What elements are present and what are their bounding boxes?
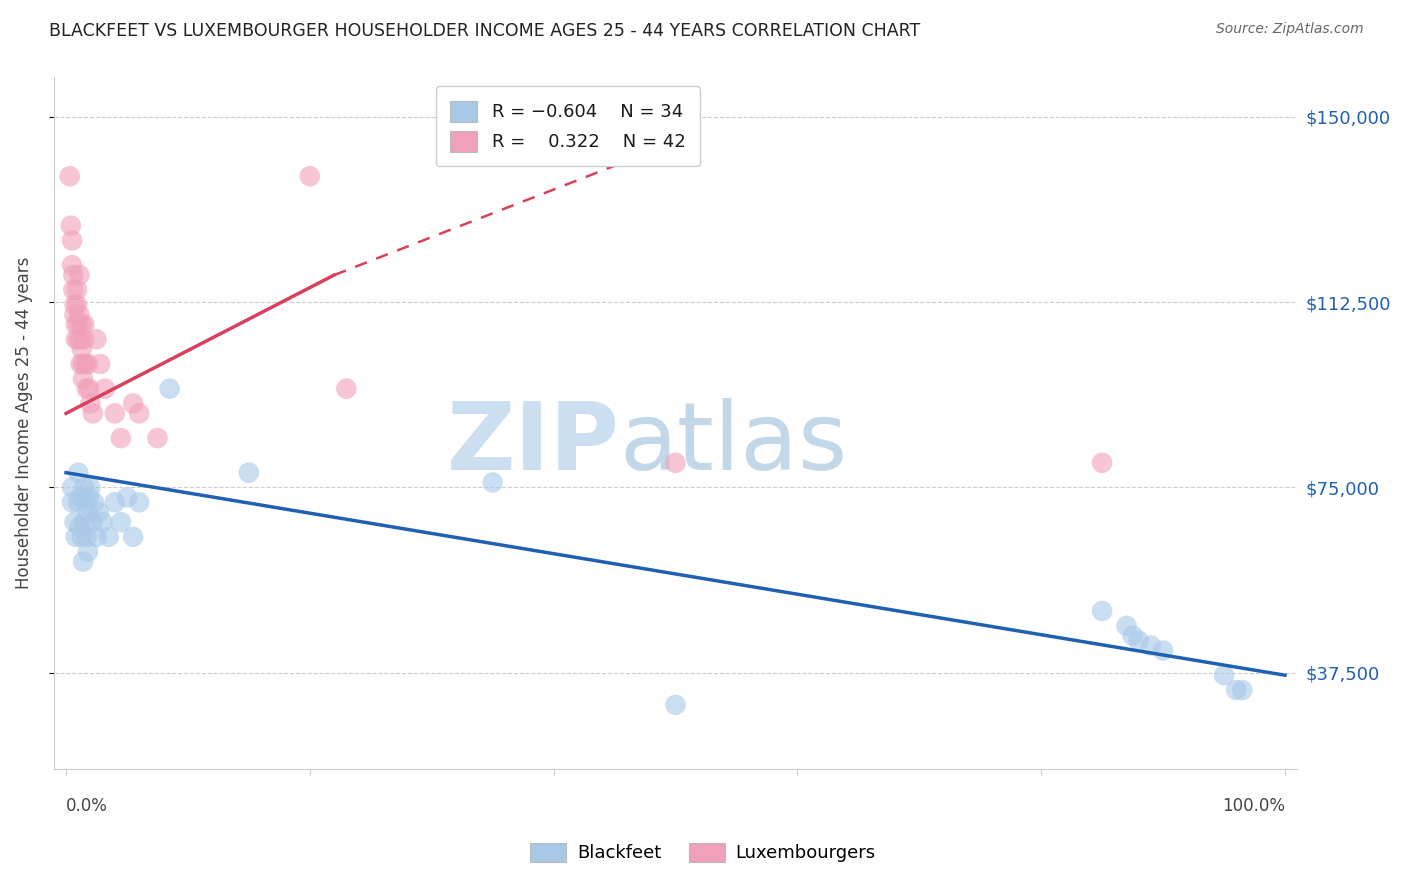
Point <box>62 268 84 282</box>
Point <box>664 698 686 712</box>
Text: BLACKFEET VS LUXEMBOURGER HOUSEHOLDER INCOME AGES 25 - 44 YEARS CORRELATION CHAR: BLACKFEET VS LUXEMBOURGER HOUSEHOLDER IN… <box>49 22 921 40</box>
Point <box>67 268 90 282</box>
Point <box>122 396 145 410</box>
Point <box>1128 633 1150 648</box>
Point <box>60 258 83 272</box>
Point <box>1115 619 1137 633</box>
Point <box>104 495 127 509</box>
Point <box>65 318 87 332</box>
Point <box>72 357 94 371</box>
Point <box>1091 604 1114 618</box>
Point <box>63 298 86 312</box>
Point <box>62 283 84 297</box>
Point <box>335 382 357 396</box>
Point <box>67 495 90 509</box>
Point <box>1232 683 1254 698</box>
Point <box>110 515 132 529</box>
Point <box>60 481 83 495</box>
Point <box>76 382 98 396</box>
Point <box>72 555 94 569</box>
Point <box>72 372 94 386</box>
Point <box>67 520 90 534</box>
Point <box>79 481 101 495</box>
Point <box>65 332 87 346</box>
Point <box>59 169 82 184</box>
Point <box>83 495 105 509</box>
Point <box>82 406 104 420</box>
Point <box>238 466 260 480</box>
Text: atlas: atlas <box>620 398 848 490</box>
Point <box>75 495 97 509</box>
Point <box>75 357 97 371</box>
Point <box>70 318 93 332</box>
Text: Source: ZipAtlas.com: Source: ZipAtlas.com <box>1216 22 1364 37</box>
Point <box>1213 668 1236 682</box>
Point <box>69 357 91 371</box>
Point <box>91 515 114 529</box>
Point <box>79 396 101 410</box>
Point <box>77 545 100 559</box>
Point <box>481 475 503 490</box>
Point <box>66 283 89 297</box>
Point <box>94 382 117 396</box>
Point <box>70 342 93 356</box>
Text: 100.0%: 100.0% <box>1222 797 1285 814</box>
Text: 0.0%: 0.0% <box>66 797 108 814</box>
Point <box>67 466 90 480</box>
Point <box>89 357 111 371</box>
Point <box>67 308 90 322</box>
Point <box>86 332 108 346</box>
Point <box>73 481 96 495</box>
Point <box>69 332 91 346</box>
Point <box>66 298 89 312</box>
Point <box>63 308 86 322</box>
Point <box>115 491 138 505</box>
Point <box>73 515 96 529</box>
Point <box>1225 683 1247 698</box>
Point <box>664 456 686 470</box>
Point <box>159 382 181 396</box>
Point <box>146 431 169 445</box>
Point <box>104 406 127 420</box>
Point <box>59 219 82 233</box>
Legend: Blackfeet, Luxembourgers: Blackfeet, Luxembourgers <box>523 836 883 870</box>
Point <box>82 515 104 529</box>
Point <box>60 495 83 509</box>
Point <box>86 530 108 544</box>
Text: ZIP: ZIP <box>447 398 620 490</box>
Point <box>97 530 120 544</box>
Point <box>77 382 100 396</box>
Point <box>77 491 100 505</box>
Point <box>77 505 100 519</box>
Point <box>1140 639 1163 653</box>
Point <box>63 515 86 529</box>
Point <box>76 530 98 544</box>
Point <box>128 406 150 420</box>
Point <box>1091 456 1114 470</box>
Legend: R = −0.604    N = 34, R =    0.322    N = 42: R = −0.604 N = 34, R = 0.322 N = 42 <box>436 87 700 166</box>
Point <box>60 234 83 248</box>
Point <box>73 332 96 346</box>
Point <box>122 530 145 544</box>
Point <box>128 495 150 509</box>
Point <box>298 169 321 184</box>
Point <box>65 530 87 544</box>
Point <box>69 491 91 505</box>
Point <box>77 357 100 371</box>
Point <box>87 505 110 519</box>
Point <box>73 318 96 332</box>
Y-axis label: Householder Income Ages 25 - 44 years: Householder Income Ages 25 - 44 years <box>15 257 32 590</box>
Point <box>110 431 132 445</box>
Point <box>70 530 93 544</box>
Point <box>1152 643 1174 657</box>
Point <box>67 318 90 332</box>
Point <box>67 332 90 346</box>
Point <box>1122 629 1144 643</box>
